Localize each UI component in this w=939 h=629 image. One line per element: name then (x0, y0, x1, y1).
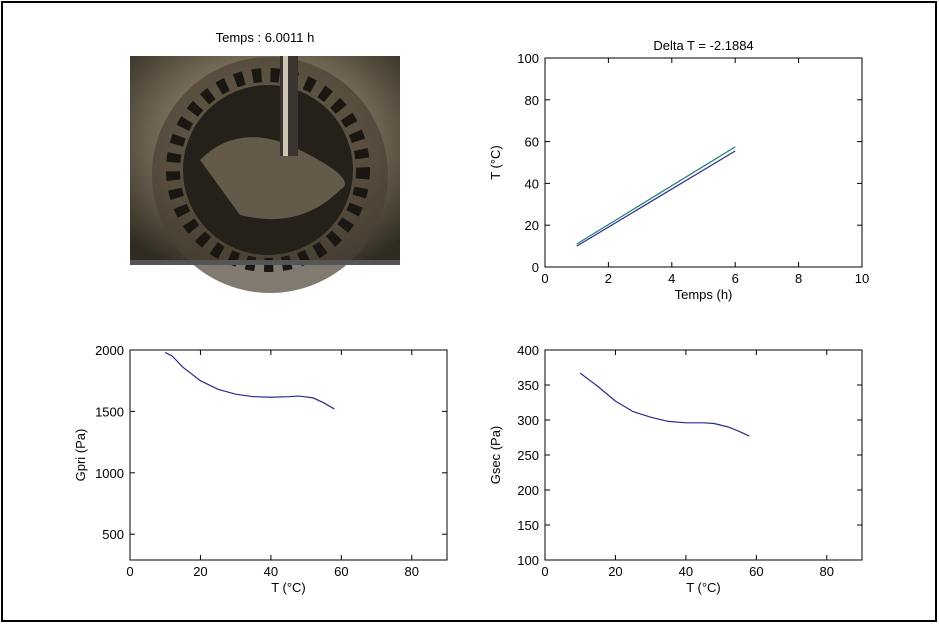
x-tick-label: 80 (820, 564, 834, 579)
x-tick-label: 0 (126, 564, 133, 579)
y-axis-label: Gsec (Pa) (488, 426, 503, 485)
axes-box (129, 349, 448, 561)
x-tick-label: 2 (605, 271, 612, 286)
series-line (579, 372, 750, 437)
photo (130, 56, 400, 293)
x-tick-label: 0 (541, 564, 548, 579)
x-tick-label: 60 (749, 564, 763, 579)
x-tick-label: 40 (264, 564, 278, 579)
y-tick-label: 1000 (95, 466, 124, 481)
x-tick-label: 60 (334, 564, 348, 579)
y-tick-label: 100 (517, 51, 539, 66)
axes-box (544, 57, 863, 268)
y-axis-label: T (°C) (488, 145, 503, 180)
y-tick-label: 60 (525, 135, 539, 150)
y-tick-label: 200 (517, 483, 539, 498)
y-tick-label: 400 (517, 343, 539, 358)
y-tick-label: 2000 (95, 343, 124, 358)
series-line (164, 351, 335, 410)
y-tick-label: 500 (102, 527, 124, 542)
chart-title: Delta T = -2.1884 (653, 38, 753, 53)
series-line (576, 150, 736, 247)
x-tick-label: 6 (732, 271, 739, 286)
image-title: Temps : 6.0011 h (216, 30, 315, 45)
y-tick-label: 350 (517, 378, 539, 393)
x-tick-label: 20 (193, 564, 207, 579)
x-tick-label: 8 (795, 271, 802, 286)
y-tick-label: 20 (525, 218, 539, 233)
y-tick-label: 250 (517, 448, 539, 463)
x-tick-label: 20 (608, 564, 622, 579)
x-tick-label: 80 (405, 564, 419, 579)
y-tick-label: 150 (517, 518, 539, 533)
y-tick-label: 80 (525, 93, 539, 108)
y-tick-label: 40 (525, 176, 539, 191)
series-line (576, 146, 736, 245)
y-tick-label: 100 (517, 553, 539, 568)
y-tick-label: 0 (532, 260, 539, 275)
x-tick-label: 0 (541, 271, 548, 286)
x-axis-label: T (°C) (271, 580, 306, 595)
x-axis-label: T (°C) (686, 580, 721, 595)
x-tick-label: 40 (679, 564, 693, 579)
y-tick-label: 1500 (95, 404, 124, 419)
axes-box (544, 349, 863, 561)
y-axis-label: Gpri (Pa) (73, 429, 88, 482)
y-tick-label: 300 (517, 413, 539, 428)
x-tick-label: 10 (855, 271, 869, 286)
x-tick-label: 4 (668, 271, 675, 286)
x-axis-label: Temps (h) (675, 287, 733, 302)
